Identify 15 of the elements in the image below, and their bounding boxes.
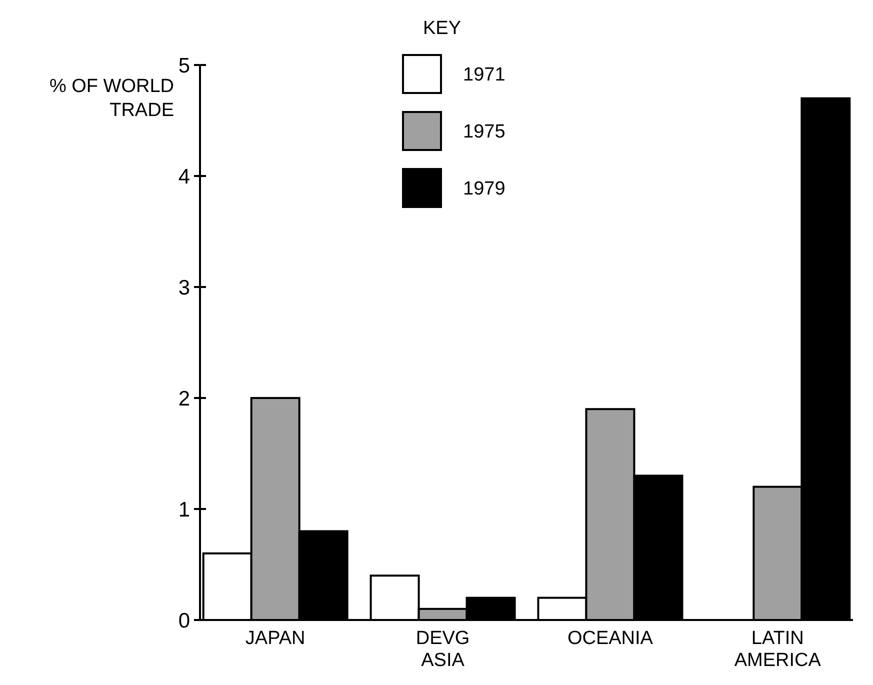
y-tick-label: 1	[178, 498, 190, 522]
y-tick-label: 4	[178, 165, 190, 188]
x-tick-label: JAPAN	[245, 628, 306, 649]
legend-label: 1975	[463, 122, 506, 143]
legend-title: KEY	[423, 18, 462, 39]
y-tick-label: 5	[178, 54, 190, 78]
y-tick-label: 3	[178, 276, 190, 300]
y-tick-label: 2	[178, 387, 190, 410]
x-tick-label: DEVG ASIA	[416, 628, 470, 671]
legend-label: 1979	[463, 178, 506, 200]
y-axis-title: % OF WORLD TRADE	[49, 76, 174, 121]
x-tick-label: LATIN AMERICA	[734, 628, 822, 671]
x-tick-label: OCEANIA	[567, 628, 654, 649]
y-tick-label: 0	[178, 609, 190, 632]
legend-label: 1971	[463, 64, 506, 86]
